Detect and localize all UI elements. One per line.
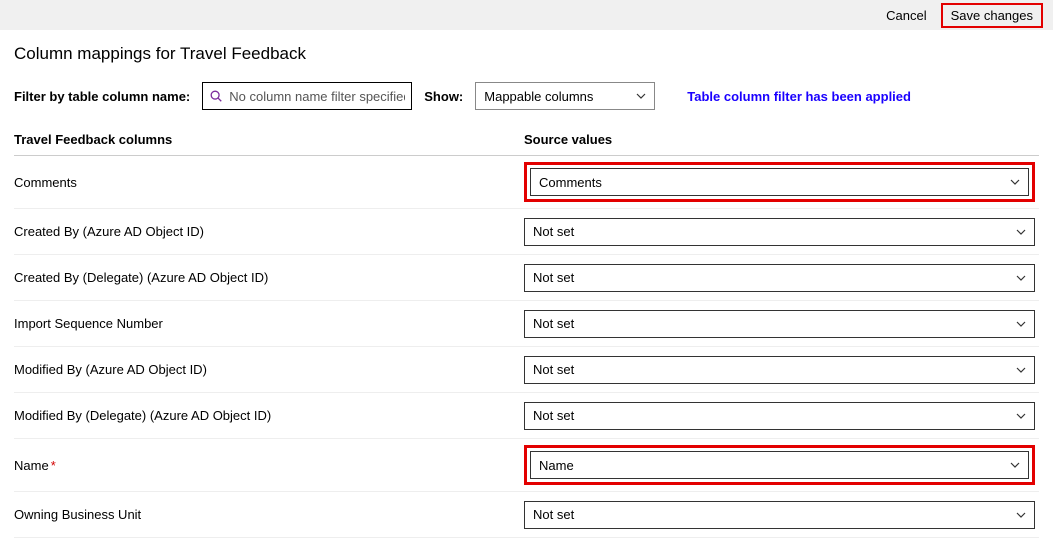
source-value-text: Not set	[533, 316, 574, 331]
filter-row: Filter by table column name: Show: Mappa…	[14, 82, 1039, 110]
mapping-label: Import Sequence Number	[14, 316, 524, 331]
chevron-down-icon	[1016, 319, 1026, 329]
chevron-down-icon	[1016, 227, 1026, 237]
mapping-row: Modified By (Azure AD Object ID) Not set	[14, 347, 1039, 393]
source-value-text: Comments	[539, 175, 602, 190]
show-select-value: Mappable columns	[484, 89, 593, 104]
required-indicator: *	[51, 458, 56, 473]
search-icon	[209, 89, 223, 103]
mapping-label: Owning Business Unit	[14, 507, 524, 522]
source-value-select[interactable]: Not set	[524, 356, 1035, 384]
command-bar: Cancel Save changes	[0, 0, 1053, 30]
mapping-label: Comments	[14, 175, 524, 190]
mapping-row: Comments Comments	[14, 156, 1039, 209]
highlight-box: Comments	[524, 162, 1035, 202]
chevron-down-icon	[1016, 365, 1026, 375]
mapping-value-cell: Not set	[524, 264, 1039, 292]
mapping-label: Name*	[14, 458, 524, 473]
chevron-down-icon	[1016, 510, 1026, 520]
filter-input-wrap[interactable]	[202, 82, 412, 110]
source-value-select[interactable]: Not set	[524, 310, 1035, 338]
mapping-row: Owning Business Unit Not set	[14, 492, 1039, 538]
chevron-down-icon	[1016, 273, 1026, 283]
filter-input[interactable]	[229, 89, 405, 104]
columns-header-left: Travel Feedback columns	[14, 132, 524, 147]
mapping-label: Modified By (Delegate) (Azure AD Object …	[14, 408, 524, 423]
source-value-select[interactable]: Not set	[524, 501, 1035, 529]
columns-header-right: Source values	[524, 132, 612, 147]
source-value-select[interactable]: Not set	[524, 264, 1035, 292]
source-value-select[interactable]: Not set	[524, 218, 1035, 246]
page-title: Column mappings for Travel Feedback	[14, 44, 1039, 64]
save-highlight-box: Save changes	[941, 3, 1043, 28]
source-value-select[interactable]: Not set	[524, 402, 1035, 430]
columns-header: Travel Feedback columns Source values	[14, 132, 1039, 156]
mapping-row: Created By (Azure AD Object ID) Not set	[14, 209, 1039, 255]
source-value-text: Not set	[533, 507, 574, 522]
mapping-value-cell: Not set	[524, 402, 1039, 430]
cancel-button[interactable]: Cancel	[880, 5, 932, 26]
chevron-down-icon	[1010, 460, 1020, 470]
chevron-down-icon	[636, 91, 646, 101]
mapping-label: Created By (Azure AD Object ID)	[14, 224, 524, 239]
mapping-value-cell: Not set	[524, 218, 1039, 246]
show-select[interactable]: Mappable columns	[475, 82, 655, 110]
source-value-text: Not set	[533, 270, 574, 285]
mapping-value-cell: Name	[524, 445, 1039, 485]
mapping-row: Modified By (Delegate) (Azure AD Object …	[14, 393, 1039, 439]
mapping-value-cell: Not set	[524, 356, 1039, 384]
mapping-value-cell: Not set	[524, 501, 1039, 529]
mapping-value-cell: Comments	[524, 162, 1039, 202]
filter-applied-text: Table column filter has been applied	[687, 89, 911, 104]
rows-container: Comments Comments Created By (Azure AD Obj…	[14, 156, 1039, 538]
content-area: Column mappings for Travel Feedback Filt…	[0, 30, 1053, 538]
source-value-text: Not set	[533, 224, 574, 239]
source-value-text: Not set	[533, 408, 574, 423]
mapping-row: Created By (Delegate) (Azure AD Object I…	[14, 255, 1039, 301]
filter-label: Filter by table column name:	[14, 89, 190, 104]
chevron-down-icon	[1010, 177, 1020, 187]
save-changes-button[interactable]: Save changes	[947, 6, 1037, 25]
chevron-down-icon	[1016, 411, 1026, 421]
source-value-text: Name	[539, 458, 574, 473]
highlight-box: Name	[524, 445, 1035, 485]
show-label: Show:	[424, 89, 463, 104]
mapping-label: Modified By (Azure AD Object ID)	[14, 362, 524, 377]
mapping-row: Import Sequence Number Not set	[14, 301, 1039, 347]
source-value-select[interactable]: Comments	[530, 168, 1029, 196]
source-value-select[interactable]: Name	[530, 451, 1029, 479]
source-value-text: Not set	[533, 362, 574, 377]
mapping-label: Created By (Delegate) (Azure AD Object I…	[14, 270, 524, 285]
mapping-value-cell: Not set	[524, 310, 1039, 338]
mapping-row: Name* Name	[14, 439, 1039, 492]
